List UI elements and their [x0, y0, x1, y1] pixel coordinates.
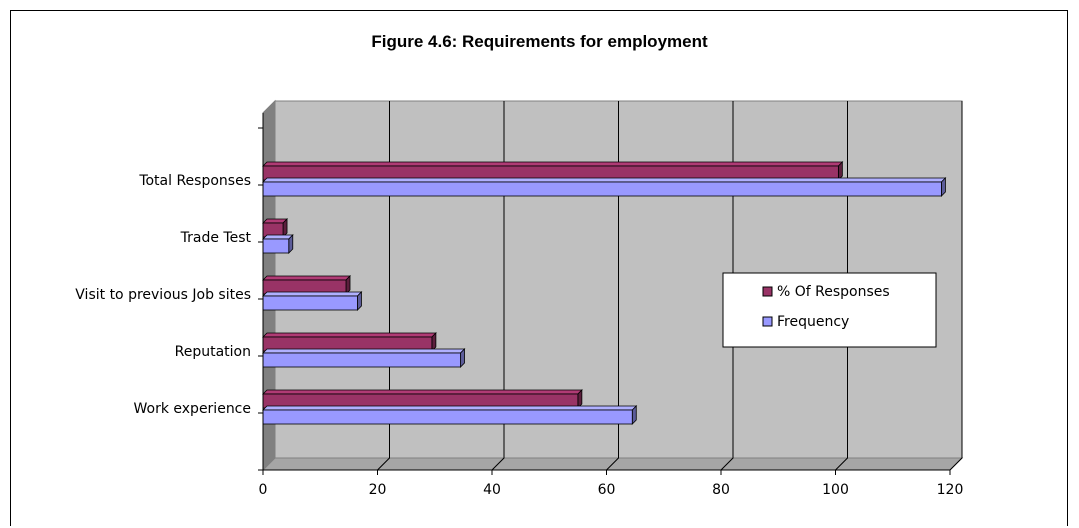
- bar-top: [262, 291, 363, 297]
- bar-face: [262, 238, 290, 254]
- x-tick-label: 0: [259, 482, 268, 498]
- bar-top: [262, 405, 638, 411]
- gridline: [949, 101, 963, 471]
- bar: [262, 348, 466, 368]
- legend-label: Frequency: [777, 314, 849, 330]
- bar-face: [262, 181, 942, 197]
- category-label: Work experience: [134, 401, 252, 417]
- bar-top: [262, 234, 294, 240]
- bar-top: [262, 275, 351, 281]
- axes: 0 20 40 60 80 100 120 Work experience Reputation…: [75, 113, 963, 498]
- gridline: [377, 101, 390, 471]
- chart-title: Figure 4.6: Requirements for employment: [371, 32, 708, 51]
- bar: [262, 161, 844, 181]
- legend-swatch: [762, 286, 773, 297]
- bar-top: [262, 161, 844, 167]
- bar-top: [262, 177, 947, 183]
- gridline: [835, 101, 848, 471]
- gridline: [491, 101, 505, 471]
- legend-box: [722, 272, 937, 348]
- bar: [262, 389, 583, 409]
- gridline: [720, 101, 734, 471]
- category-label: Visit to previous Job sites: [75, 287, 251, 303]
- bar: [262, 234, 294, 254]
- bars: [262, 161, 947, 425]
- bar: [262, 332, 437, 352]
- x-tick-label: 60: [598, 482, 616, 498]
- bar-face: [262, 409, 633, 425]
- legend-label: % Of Responses: [777, 284, 890, 300]
- bar-top: [262, 389, 583, 395]
- bar-face: [262, 295, 358, 311]
- x-tick-label: 20: [369, 482, 387, 498]
- bar-top: [262, 348, 466, 354]
- bar: [262, 218, 289, 238]
- gridline: [606, 101, 619, 471]
- category-label: Reputation: [175, 344, 251, 360]
- legend-swatch: [762, 316, 773, 327]
- x-tick-label: 80: [712, 482, 730, 498]
- bar: [262, 291, 363, 311]
- category-label: Trade Test: [180, 230, 252, 246]
- x-tick-label: 120: [937, 482, 964, 498]
- bar: [262, 177, 947, 197]
- bar-top: [262, 332, 437, 338]
- x-tick-label: 100: [822, 482, 849, 498]
- bar: [262, 405, 638, 425]
- x-tick-label: 40: [483, 482, 501, 498]
- category-label: Total Responses: [138, 173, 251, 189]
- bar: [262, 275, 351, 295]
- bar-face: [262, 352, 461, 368]
- legend: % Of Responses Frequency: [722, 272, 937, 348]
